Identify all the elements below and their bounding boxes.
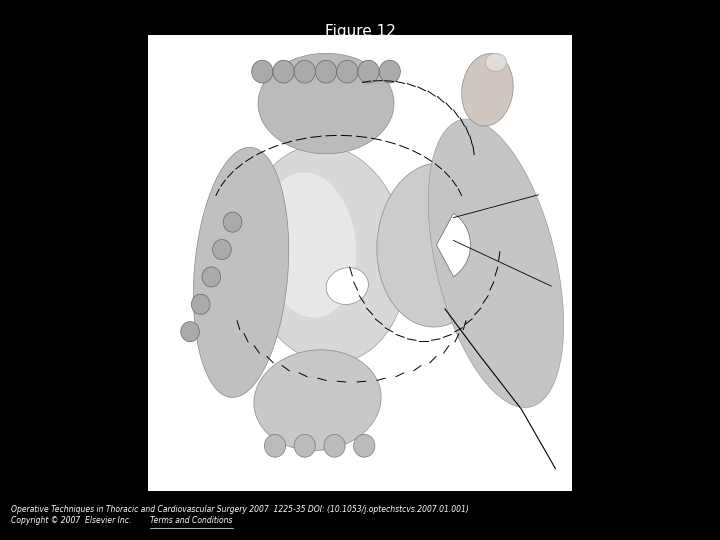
Circle shape bbox=[358, 60, 379, 83]
Ellipse shape bbox=[462, 53, 513, 126]
Ellipse shape bbox=[194, 147, 289, 397]
Circle shape bbox=[273, 60, 294, 83]
Text: Copyright © 2007  Elsevier Inc.: Copyright © 2007 Elsevier Inc. bbox=[11, 516, 136, 525]
Ellipse shape bbox=[245, 145, 408, 363]
Ellipse shape bbox=[377, 163, 496, 327]
Circle shape bbox=[223, 212, 242, 232]
Circle shape bbox=[294, 434, 315, 457]
Circle shape bbox=[354, 434, 375, 457]
Text: Operative Techniques in Thoracic and Cardiovascular Surgery 2007  1225-35 DOI: (: Operative Techniques in Thoracic and Car… bbox=[11, 505, 469, 514]
Circle shape bbox=[181, 322, 199, 342]
Ellipse shape bbox=[258, 53, 394, 154]
Ellipse shape bbox=[262, 172, 356, 318]
Circle shape bbox=[192, 294, 210, 314]
Ellipse shape bbox=[254, 350, 381, 450]
Circle shape bbox=[294, 60, 315, 83]
Circle shape bbox=[324, 434, 345, 457]
Circle shape bbox=[379, 60, 400, 83]
Ellipse shape bbox=[485, 53, 507, 72]
Text: Figure 12: Figure 12 bbox=[325, 24, 395, 39]
Circle shape bbox=[252, 60, 273, 83]
Circle shape bbox=[212, 240, 231, 260]
Circle shape bbox=[264, 434, 286, 457]
Ellipse shape bbox=[326, 268, 369, 305]
Circle shape bbox=[337, 60, 358, 83]
Text: Terms and Conditions: Terms and Conditions bbox=[150, 516, 233, 525]
Ellipse shape bbox=[428, 119, 564, 408]
Circle shape bbox=[315, 60, 337, 83]
Wedge shape bbox=[436, 213, 470, 276]
Circle shape bbox=[202, 267, 220, 287]
